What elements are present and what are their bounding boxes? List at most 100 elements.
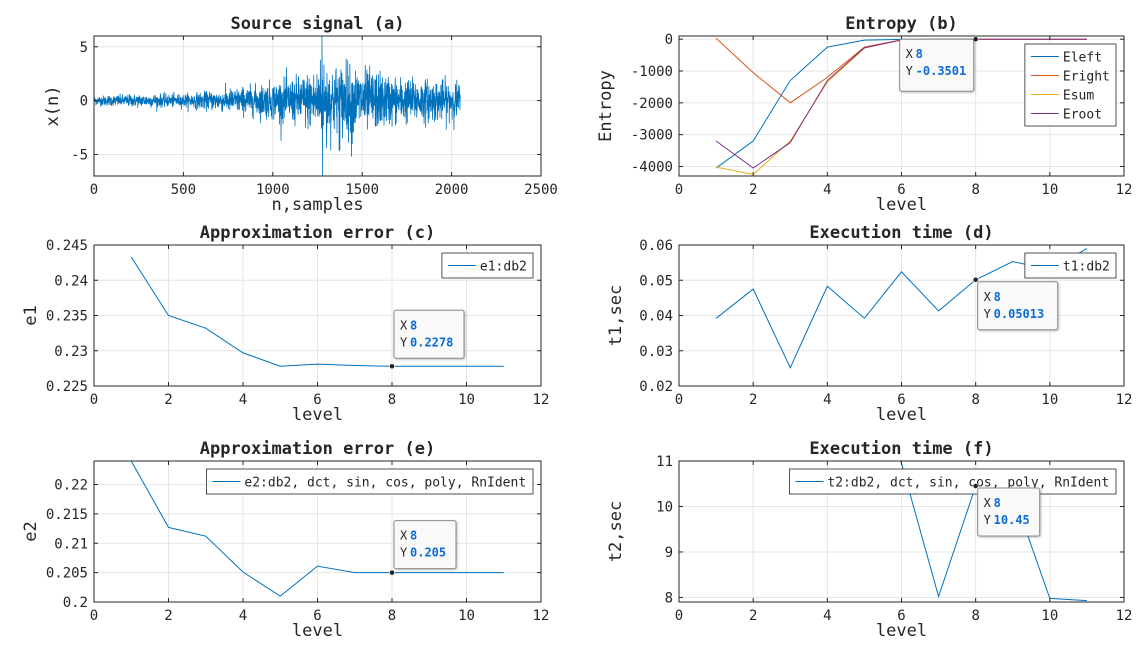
- x-tick-label: 0: [90, 182, 98, 198]
- x-tick-label: 10: [1041, 392, 1058, 408]
- x-tick-label: 8: [388, 392, 396, 408]
- x-tick-label: 10: [1041, 182, 1058, 198]
- datatip-x-label: X: [984, 496, 992, 510]
- datatip-x-value: 8: [410, 529, 417, 543]
- datatip-marker: [972, 483, 979, 489]
- y-tick-label: 0.22: [54, 478, 88, 494]
- chart-f: 0 2 4 6 8 10 12 8 9 10 11 Execution time (f) level t2…: [606, 439, 1133, 641]
- y-tick-label: 0.235: [46, 309, 88, 325]
- x-axis-label: level: [292, 405, 343, 425]
- chart-title: Source signal (a): [231, 14, 405, 34]
- legend-box: [1024, 43, 1117, 127]
- x-tick-label: 12: [1116, 608, 1133, 624]
- datatip-x-value: 8: [916, 47, 923, 61]
- x-tick-label: 2: [749, 392, 757, 408]
- legend: t2:db2, dct, sin, cos, poly, RnIdent: [789, 468, 1117, 495]
- x-tick-label: 6: [897, 392, 905, 408]
- y-axis-label: x(n): [43, 86, 63, 127]
- datatip-y-label: Y: [400, 335, 408, 349]
- x-tick-label: 2: [749, 608, 757, 624]
- y-tick-label: 0.03: [639, 344, 673, 360]
- datatip: X 8Y 10.45: [972, 483, 1041, 537]
- x-tick-label: 4: [239, 608, 247, 624]
- legend: e1:db2: [441, 252, 534, 279]
- datatip-marker: [389, 569, 395, 576]
- y-tick-label: 11: [656, 454, 673, 470]
- y-axis-label: t1,sec: [606, 285, 626, 346]
- y-axis-label: e2: [21, 521, 41, 541]
- x-tick-label: 2500: [524, 182, 558, 198]
- x-tick-label: 10: [458, 608, 475, 624]
- datatip-box: [393, 520, 457, 570]
- y-tick-label: -1000: [631, 64, 673, 80]
- y-tick-label: 10: [656, 499, 673, 515]
- x-tick-label: 8: [971, 392, 979, 408]
- datatip-x-label: X: [400, 529, 408, 543]
- x-tick-label: 0: [675, 608, 683, 624]
- datatip-y-value: 0.05013: [994, 307, 1045, 321]
- datatip-x-label: X: [906, 47, 914, 61]
- x-tick-label: 500: [171, 182, 196, 198]
- legend: t1:db2: [1024, 252, 1117, 279]
- datatip: X 8Y 0.2278: [389, 309, 465, 370]
- x-tick-label: 4: [239, 392, 247, 408]
- y-tick-label: -3000: [631, 128, 673, 144]
- datatip-y-label: Y: [984, 307, 992, 321]
- x-tick-label: 0: [90, 392, 98, 408]
- x-tick-label: 10: [1041, 608, 1058, 624]
- datatip-x-label: X: [400, 318, 408, 332]
- y-axis-label: e1: [21, 305, 41, 325]
- y-tick-label: -2000: [631, 96, 673, 112]
- x-axis-label: level: [876, 195, 927, 215]
- y-tick-label: 0.215: [46, 507, 88, 523]
- x-tick-label: 12: [1116, 182, 1133, 198]
- legend-box: [789, 468, 1117, 495]
- y-tick-label: 0.23: [54, 344, 88, 360]
- y-tick-label: 0: [80, 94, 88, 110]
- x-tick-label: 6: [897, 608, 905, 624]
- x-tick-label: 8: [388, 608, 396, 624]
- x-axis-label: level: [292, 621, 343, 641]
- legend: Eleft Eright Esum Eroot: [1024, 43, 1117, 127]
- chart-b: 0 2 4 6 8 10 12 -4000 -3000 -2000 -1000 0 Entropy (b…: [596, 14, 1132, 215]
- x-tick-label: 6: [313, 608, 321, 624]
- x-axis-label: level: [876, 621, 927, 641]
- x-tick-label: 2: [749, 182, 757, 198]
- datatip-x-value: 8: [410, 318, 417, 332]
- chart-title: Approximation error (e): [200, 439, 435, 459]
- x-tick-label: 0: [675, 392, 683, 408]
- legend: e2:db2, dct, sin, cos, poly, RnIdent: [205, 468, 534, 495]
- legend-box: [205, 468, 534, 495]
- chart-c: 0 2 4 6 8 10 12 0.225 0.23 0.235 0.24 0.245 Approxim…: [21, 223, 549, 425]
- x-axis-label: n,samples: [271, 195, 363, 215]
- x-axis-label: level: [876, 405, 927, 425]
- y-tick-label: 0.06: [639, 238, 673, 254]
- legend-entry: Eroot: [1063, 108, 1102, 123]
- y-axis-label: Entropy: [596, 70, 616, 142]
- chart-title: Execution time (d): [809, 223, 993, 243]
- datatip-box: [977, 281, 1059, 331]
- datatip-y-label: Y: [984, 513, 992, 527]
- y-tick-label: 0.245: [46, 238, 88, 254]
- chart-title: Entropy (b): [845, 14, 958, 34]
- y-tick-label: -5: [71, 147, 88, 163]
- x-tick-label: 2: [164, 392, 172, 408]
- chart-title: Execution time (f): [809, 439, 993, 459]
- y-tick-label: 0.21: [54, 536, 88, 552]
- y-tick-label: 0.2: [63, 595, 88, 611]
- y-axis-label: t2,sec: [606, 501, 626, 562]
- y-tick-label: 8: [665, 590, 673, 606]
- x-tick-label: 6: [897, 182, 905, 198]
- x-tick-label: 12: [533, 392, 550, 408]
- chart-title: Approximation error (c): [200, 223, 435, 243]
- datatip-x-label: X: [984, 290, 992, 304]
- datatip-y-value: 0.205: [410, 546, 446, 560]
- datatip: X 8Y 0.05013: [972, 276, 1059, 331]
- chart-a: 0 500 1000 1500 2000 2500 -5 0 5 Source signal (a…: [43, 14, 558, 215]
- chart-d: 0 2 4 6 8 10 12 0.02 0.03 0.04 0.05 0.06 Execution t…: [606, 223, 1132, 425]
- x-tick-label: 0: [675, 182, 683, 198]
- datatip-box: [393, 309, 465, 359]
- plot-area: [94, 36, 461, 176]
- x-tick-label: 4: [823, 392, 831, 408]
